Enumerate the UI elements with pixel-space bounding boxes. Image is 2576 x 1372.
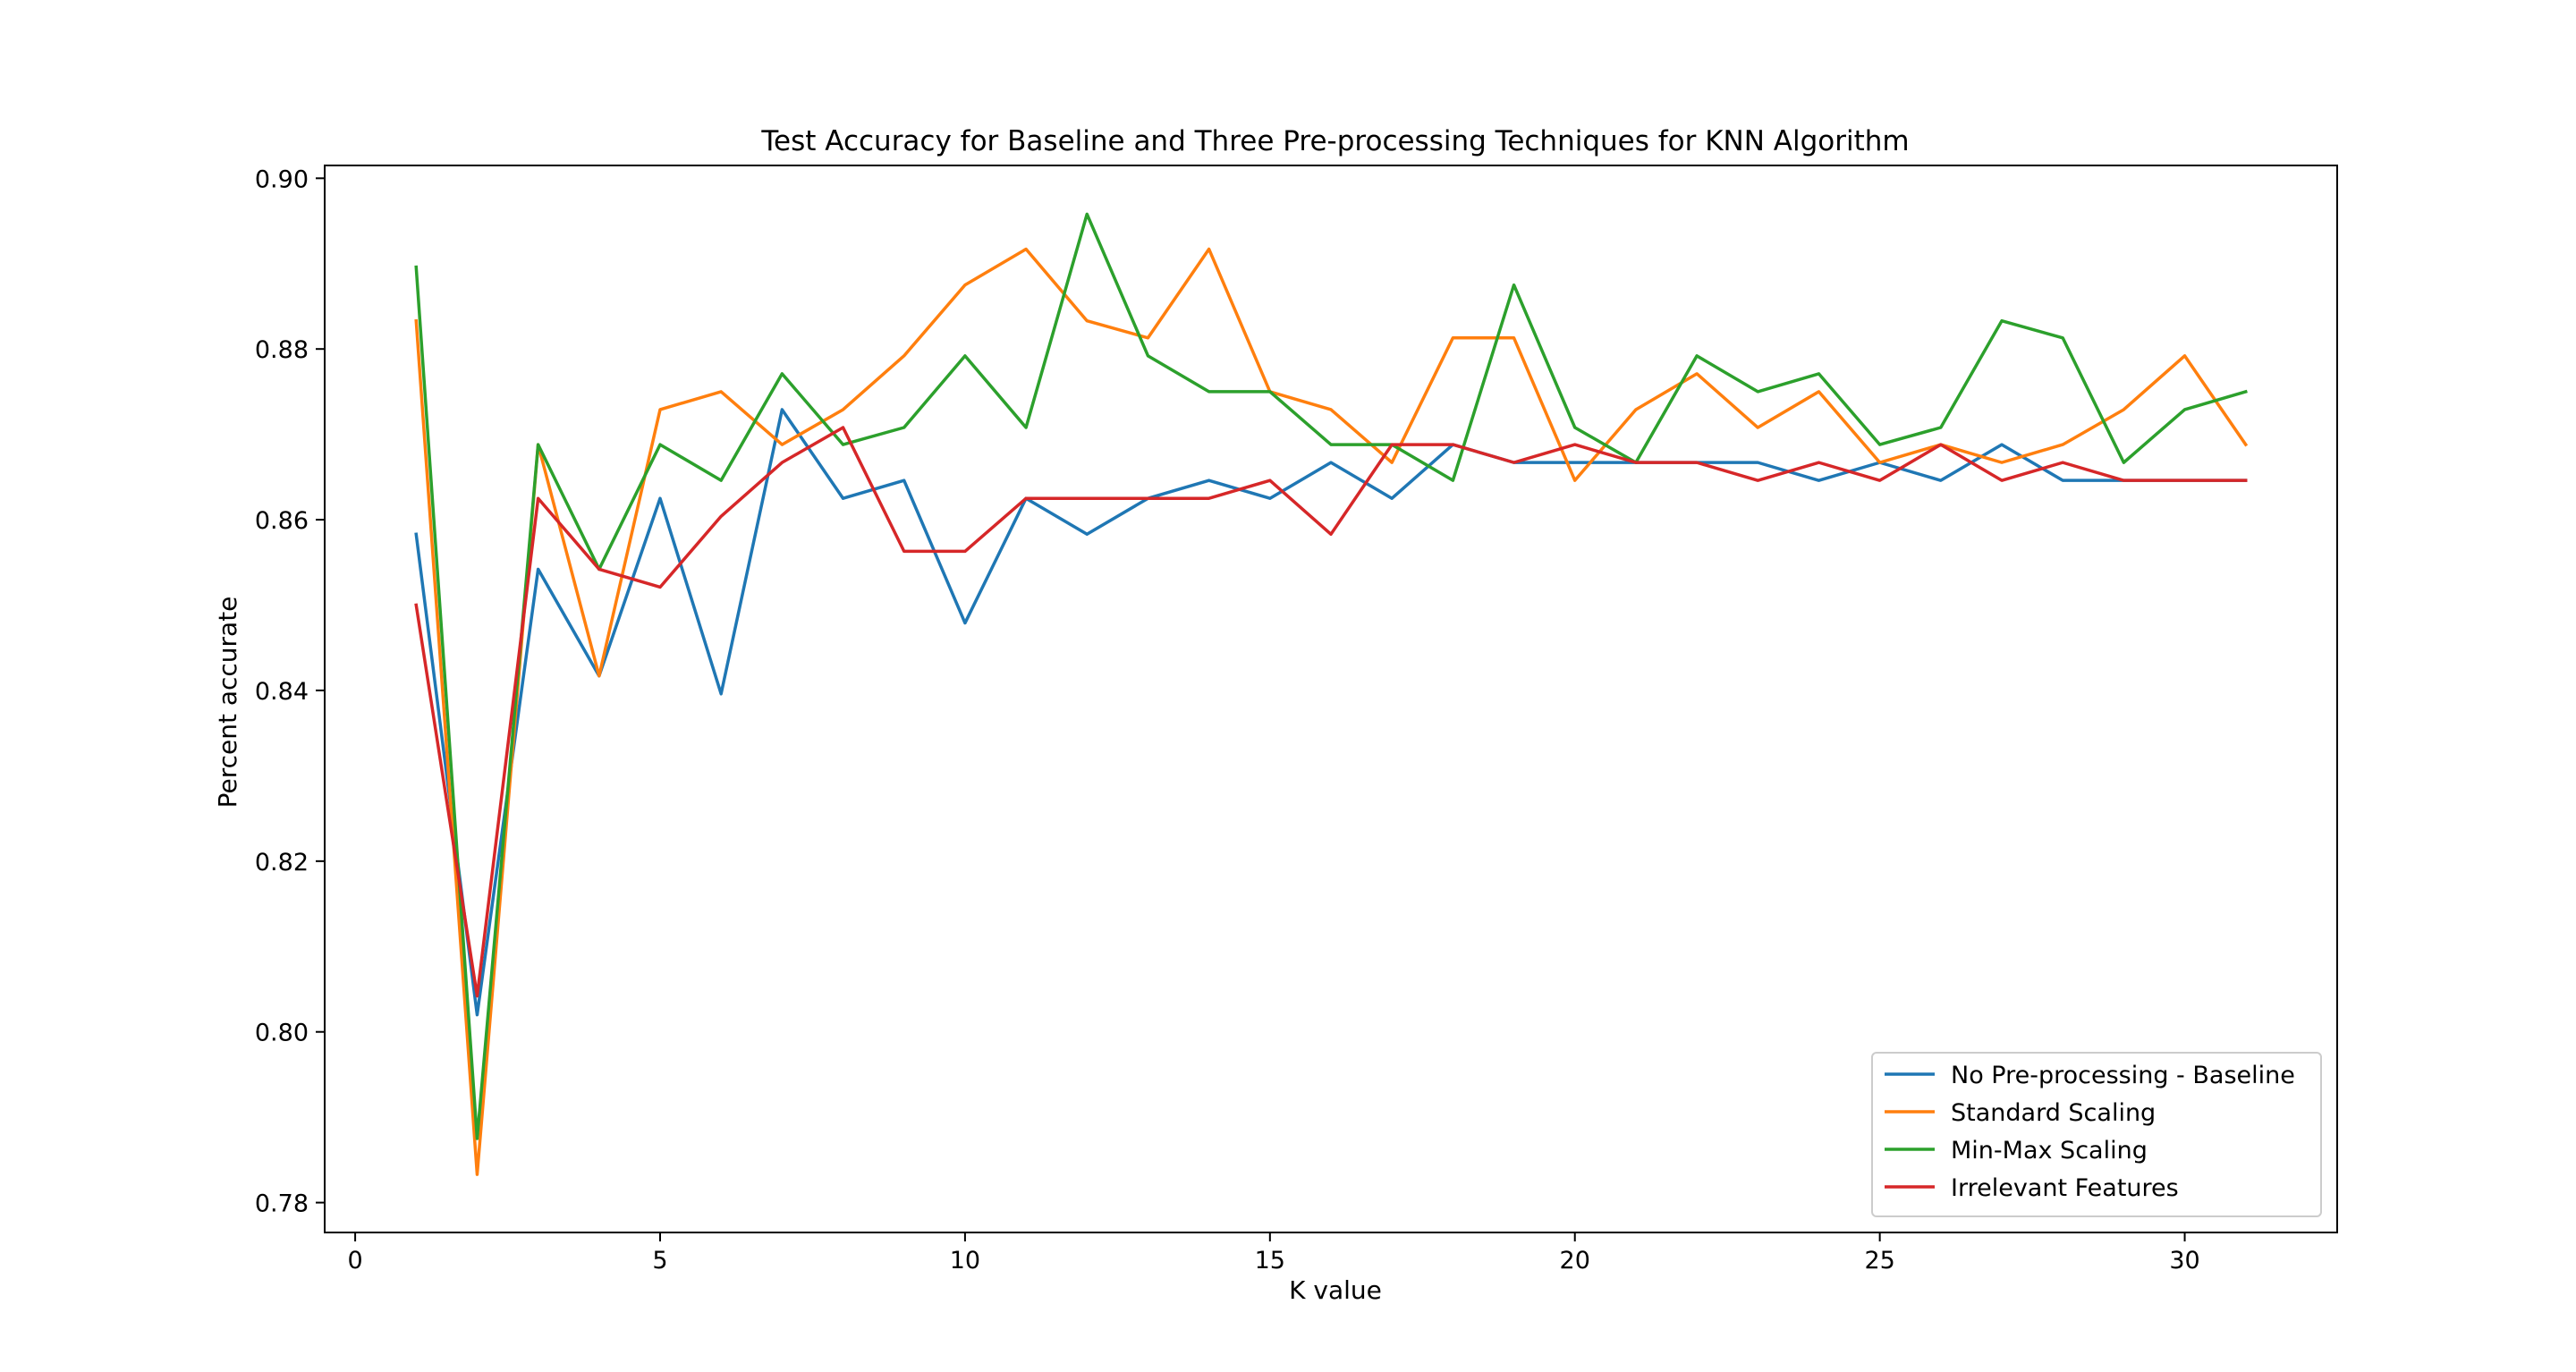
legend-label: Standard Scaling — [1951, 1099, 2156, 1127]
x-tick-label: 20 — [1560, 1247, 1590, 1275]
y-tick-label: 0.82 — [255, 849, 309, 877]
y-tick-label: 0.90 — [255, 165, 309, 193]
y-tick-label: 0.86 — [255, 507, 309, 535]
plot-area-frame — [324, 165, 2338, 1233]
series-line-4 — [414, 426, 2248, 998]
x-tick-label: 30 — [2169, 1247, 2199, 1275]
legend-box — [1871, 1052, 2322, 1217]
legend-label: Irrelevant Features — [1951, 1174, 2179, 1202]
x-tick-label: 5 — [652, 1247, 667, 1275]
x-tick-label: 25 — [1864, 1247, 1894, 1275]
chart-title: Test Accuracy for Baseline and Three Pre… — [760, 125, 1909, 157]
y-axis-label: Percent accurate — [213, 597, 242, 809]
x-tick-label: 10 — [950, 1247, 980, 1275]
x-tick-label: 15 — [1255, 1247, 1285, 1275]
y-tick-label: 0.84 — [255, 678, 309, 706]
y-axis-ticks: 0.78 0.80 0.82 0.84 0.86 0.88 0.90 — [255, 165, 325, 1218]
legend-label: No Pre-processing - Baseline — [1951, 1062, 2295, 1089]
legend: No Pre-processing - Baseline Standard Sca… — [1871, 1052, 2322, 1217]
x-tick-label: 0 — [347, 1247, 362, 1275]
series-line-3 — [414, 212, 2248, 1140]
legend-label: Min-Max Scaling — [1951, 1137, 2148, 1165]
y-tick-label: 0.78 — [255, 1190, 309, 1218]
x-axis-label: K value — [1289, 1275, 1382, 1305]
y-tick-label: 0.80 — [255, 1020, 309, 1047]
data-series — [414, 212, 2249, 1176]
x-axis-ticks: 0 5 10 15 20 25 30 — [347, 1232, 2200, 1275]
series-line-1 — [414, 408, 2248, 1017]
y-tick-label: 0.88 — [255, 336, 309, 364]
